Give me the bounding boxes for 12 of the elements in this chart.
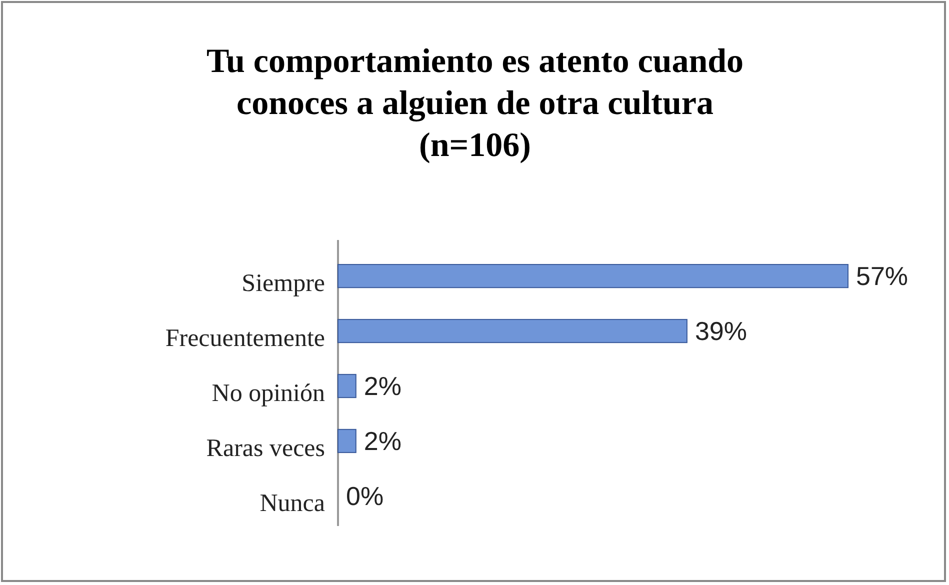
data-label: 2% [364, 371, 402, 401]
data-label: 2% [364, 426, 402, 456]
y-tick-label: Raras veces [206, 434, 325, 462]
y-tick-label: Siempre [242, 270, 325, 298]
y-tick-label: Nunca [260, 490, 325, 517]
data-label: 57% [856, 261, 908, 292]
data-label: 0% [346, 480, 384, 511]
chart-subtitle: (n=106) [419, 127, 531, 164]
y-tick-label: Frecuentemente [165, 325, 325, 352]
data-label: 39% [694, 316, 747, 346]
y-tick-label: No opinión [212, 380, 326, 407]
chart-title: Tu comportamiento es atento cuando conoces a alguien de otra cultura [206, 43, 744, 122]
